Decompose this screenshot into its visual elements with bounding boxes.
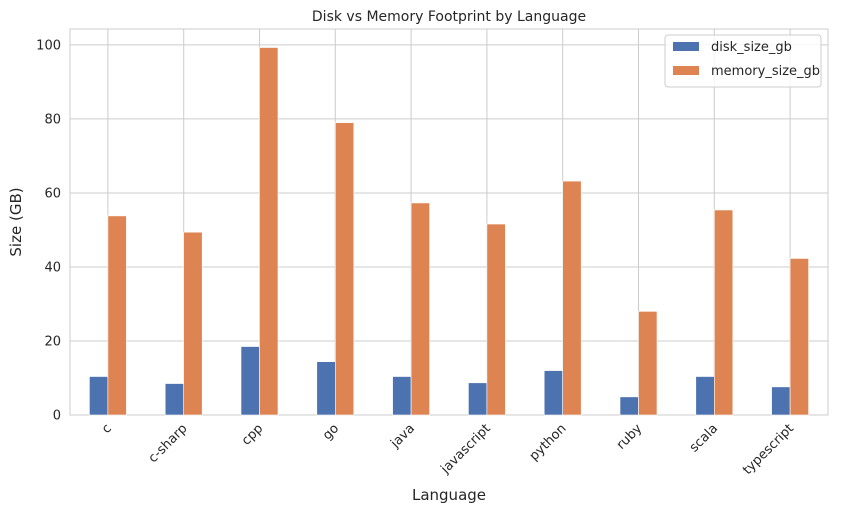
bar-memory_size_gb-scala [713, 209, 734, 416]
bar-disk_size_gb-c-sharp [164, 383, 184, 416]
legend-label-memory: memory_size_gb [711, 64, 820, 79]
x-tick-label: cpp [239, 421, 266, 448]
y-tick-label: 20 [44, 334, 61, 349]
x-tick-label: javascript [438, 421, 494, 477]
x-tick-label: ruby [614, 421, 646, 453]
x-tick-label: java [387, 421, 418, 452]
legend: disk_size_gb memory_size_gb [664, 34, 822, 88]
y-tick-label: 40 [44, 260, 61, 275]
bar-memory_size_gb-c-sharp [183, 231, 203, 416]
x-tick-label: typescript [740, 421, 797, 478]
x-axis-title: Language [412, 486, 486, 504]
x-tick-label: c-sharp [146, 421, 191, 466]
x-tick-label: c [99, 421, 115, 437]
legend-swatch-memory [673, 66, 699, 75]
bar-disk_size_gb-javascript [468, 382, 488, 416]
bar-memory_size_gb-python [562, 180, 582, 416]
bar-disk_size_gb-typescript [771, 386, 791, 416]
bar-memory_size_gb-java [410, 202, 430, 416]
y-tick-label: 80 [44, 112, 61, 127]
bar-disk_size_gb-scala [695, 376, 715, 416]
bar-memory_size_gb-go [334, 122, 355, 416]
bar-disk_size_gb-ruby [619, 396, 639, 416]
bar-disk_size_gb-cpp [240, 346, 260, 416]
bar-disk_size_gb-c [89, 376, 109, 416]
y-tick-label: 60 [44, 186, 61, 201]
x-tick-label: scala [687, 421, 721, 455]
y-tick-label: 100 [36, 38, 61, 53]
legend-frame [664, 34, 822, 88]
bars-layer [89, 47, 809, 416]
bar-memory_size_gb-javascript [486, 223, 506, 416]
bar-memory_size_gb-c [107, 215, 127, 416]
x-tick-label: go [320, 421, 342, 443]
bar-disk_size_gb-go [316, 361, 336, 416]
bar-memory_size_gb-cpp [259, 47, 279, 416]
bar-memory_size_gb-ruby [638, 311, 658, 416]
bar-disk_size_gb-python [543, 370, 564, 416]
bar-disk_size_gb-java [392, 376, 412, 416]
legend-swatch-disk [673, 42, 699, 51]
y-tick-labels: 0 20 40 60 80 100 [36, 38, 61, 423]
y-tick-label: 0 [53, 409, 61, 424]
x-tick-labels: c c-sharp cpp go java javascript python ruby sca… [99, 421, 797, 478]
bar-memory_size_gb-typescript [789, 258, 809, 416]
y-axis-title: Size (GB) [7, 187, 25, 256]
legend-label-disk: disk_size_gb [711, 40, 792, 55]
x-tick-label: python [527, 421, 570, 464]
chart-title: Disk vs Memory Footprint by Language [312, 9, 586, 25]
